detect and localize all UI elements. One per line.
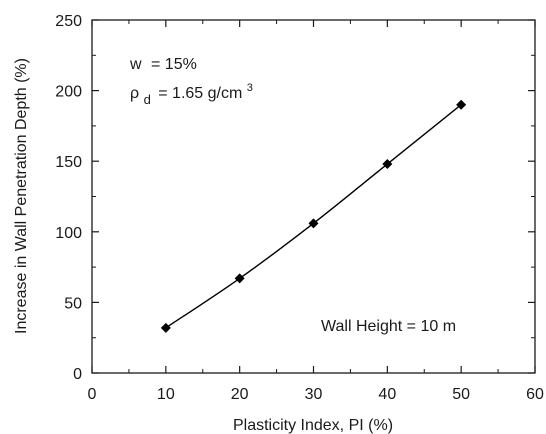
y-tick-label: 100 xyxy=(55,225,82,242)
wall-height-annotation: Wall Height = 10 m xyxy=(321,318,456,335)
x-tick-label: 40 xyxy=(378,386,396,403)
series-layer xyxy=(160,99,467,333)
data-point-diamond xyxy=(234,273,245,284)
y-axis-title: Increase in Wall Penetration Depth (%) xyxy=(13,58,30,334)
y-tick-label: 0 xyxy=(73,366,82,383)
moisture-symbol: w xyxy=(129,56,142,73)
x-tick-label: 60 xyxy=(526,386,544,403)
y-axis-ticks: 0 50 100 150 200 250 xyxy=(55,13,535,383)
x-axis-title: Plasticity Index, PI (%) xyxy=(233,417,393,434)
x-tick-label: 20 xyxy=(231,386,249,403)
x-axis-ticks: 0 10 20 30 40 50 60 xyxy=(88,20,544,403)
data-point-diamond xyxy=(308,218,319,229)
x-tick-label: 0 xyxy=(88,386,97,403)
y-tick-label: 200 xyxy=(55,84,82,101)
density-superscript: 3 xyxy=(247,82,253,94)
density-subscript: d xyxy=(144,92,151,107)
x-tick-label: 10 xyxy=(157,386,175,403)
y-tick-label: 150 xyxy=(55,154,82,171)
x-tick-label: 50 xyxy=(452,386,470,403)
y-tick-label: 250 xyxy=(55,13,82,30)
density-symbol: ρ xyxy=(130,85,139,102)
density-annotation: ρ d = 1.65 g/cm 3 xyxy=(130,82,253,108)
data-point-diamond xyxy=(456,99,467,110)
moisture-annotation: w = 15% xyxy=(129,56,197,73)
density-value: = 1.65 g/cm xyxy=(158,85,242,102)
x-tick-label: 30 xyxy=(305,386,323,403)
y-tick-label: 50 xyxy=(64,295,82,312)
moisture-value: = 15% xyxy=(151,56,197,73)
series-line xyxy=(165,104,462,329)
data-point-diamond xyxy=(382,159,393,170)
data-point-diamond xyxy=(160,322,171,333)
